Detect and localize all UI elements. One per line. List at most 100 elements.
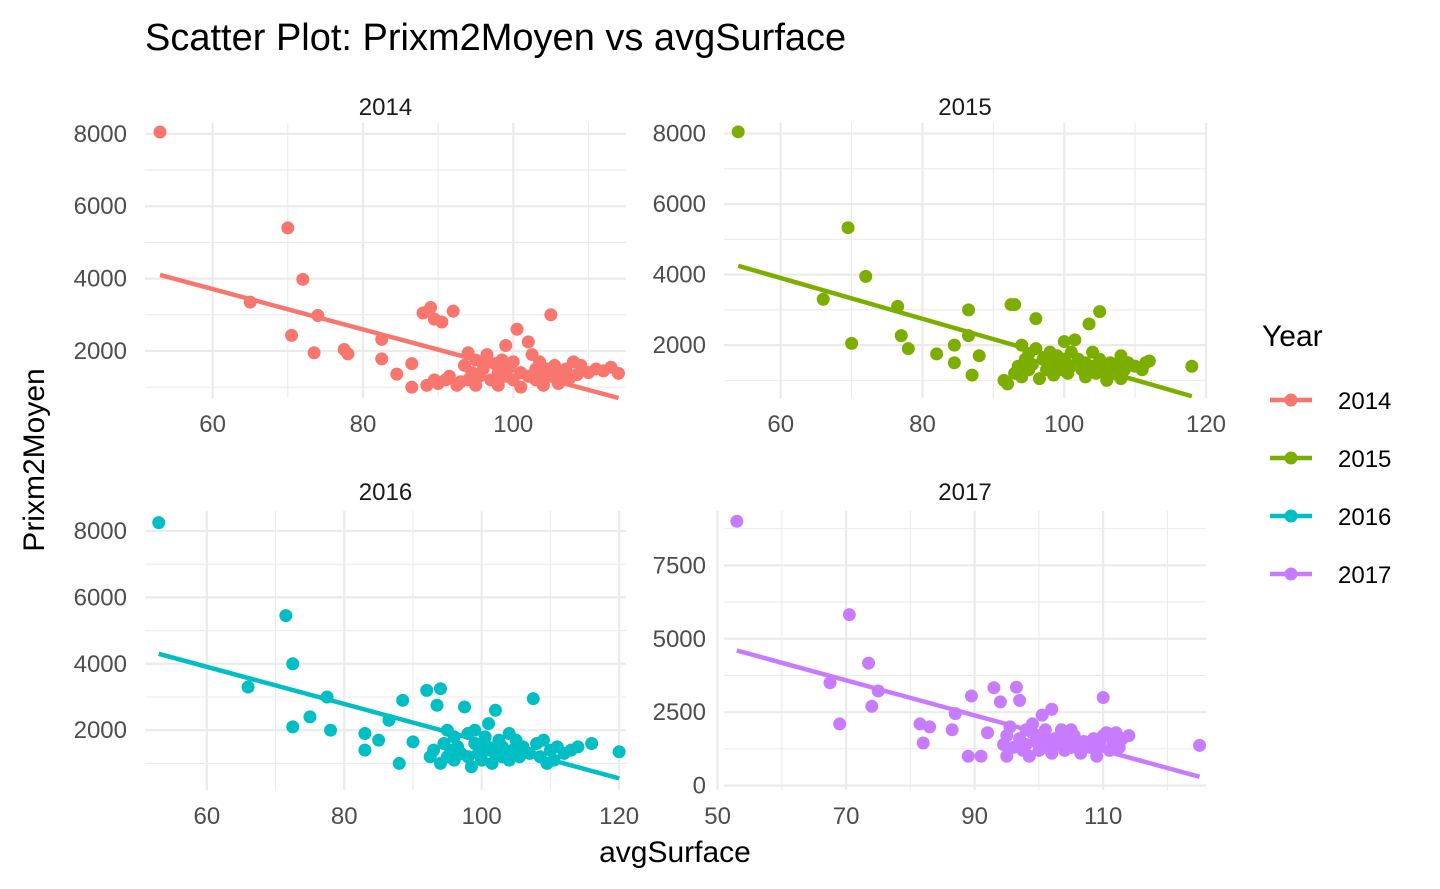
data-point bbox=[945, 723, 959, 737]
y-tick-label: 6000 bbox=[653, 191, 706, 218]
facet-panels: 60 80 100 2000 4000 6000 8000 2014 60 80 100 120 200… bbox=[74, 94, 1226, 830]
trend-line bbox=[736, 648, 1201, 779]
data-point bbox=[965, 368, 979, 382]
data-point bbox=[845, 336, 859, 350]
data-point bbox=[480, 348, 494, 362]
data-point bbox=[521, 335, 535, 349]
data-point bbox=[816, 292, 830, 306]
data-point bbox=[974, 749, 988, 763]
data-point bbox=[916, 736, 930, 750]
facet-strip-label: 2014 bbox=[359, 94, 412, 121]
data-point bbox=[611, 366, 625, 380]
data-point bbox=[993, 695, 1007, 709]
data-point bbox=[1025, 717, 1039, 731]
data-point bbox=[1122, 729, 1136, 743]
data-point bbox=[405, 357, 419, 371]
x-tick-label: 90 bbox=[961, 803, 988, 830]
legend-title: Year bbox=[1262, 320, 1323, 353]
x-tick-label: 60 bbox=[767, 411, 794, 438]
x-tick-label: 60 bbox=[193, 803, 220, 830]
data-point bbox=[1093, 352, 1107, 366]
x-tick-label: 100 bbox=[493, 411, 533, 438]
y-tick-label: 8000 bbox=[74, 121, 127, 148]
data-point bbox=[475, 753, 489, 767]
y-tick-label: 4000 bbox=[74, 651, 127, 678]
legend-label: 2014 bbox=[1338, 388, 1391, 415]
y-tick-label: 0 bbox=[693, 773, 706, 800]
data-point bbox=[972, 349, 986, 363]
legend-label: 2016 bbox=[1338, 504, 1391, 531]
data-point bbox=[152, 516, 166, 530]
facet-strip-label: 2017 bbox=[938, 479, 991, 506]
panel-2015: 60 80 100 120 2000 4000 6000 8000 2015 bbox=[653, 94, 1226, 438]
legend-label: 2017 bbox=[1338, 562, 1391, 589]
data-point bbox=[923, 720, 937, 734]
data-point bbox=[430, 698, 444, 712]
facet-strip-label: 2015 bbox=[938, 94, 991, 121]
data-point bbox=[279, 609, 293, 623]
data-point bbox=[461, 750, 475, 764]
data-point bbox=[307, 346, 321, 360]
data-point bbox=[1093, 305, 1107, 319]
data-point bbox=[1022, 749, 1036, 763]
panel-2016: 60 80 100 120 2000 4000 6000 8000 2016 bbox=[74, 479, 640, 830]
data-point bbox=[485, 756, 499, 770]
data-point bbox=[390, 367, 404, 381]
data-point bbox=[731, 125, 745, 139]
data-point bbox=[1001, 377, 1015, 391]
data-point bbox=[571, 740, 585, 754]
data-point bbox=[865, 699, 879, 713]
data-point bbox=[514, 380, 528, 394]
y-tick-label: 2000 bbox=[74, 338, 127, 365]
data-point bbox=[894, 329, 908, 343]
y-tick-label: 6000 bbox=[74, 193, 127, 220]
y-axis-title: Prixm2Moyen bbox=[18, 368, 51, 551]
legend-entry-2016: 2016 bbox=[1270, 504, 1391, 531]
data-point bbox=[961, 749, 975, 763]
trend-line bbox=[158, 651, 620, 781]
data-point bbox=[241, 680, 255, 694]
x-tick-label: 100 bbox=[1044, 411, 1084, 438]
x-tick-label: 120 bbox=[1186, 411, 1226, 438]
data-point bbox=[488, 703, 502, 717]
data-point bbox=[446, 304, 460, 318]
data-point bbox=[841, 221, 855, 235]
data-point bbox=[324, 723, 338, 737]
data-point bbox=[730, 514, 744, 528]
data-point bbox=[476, 362, 490, 376]
data-point bbox=[987, 681, 1001, 695]
data-point bbox=[491, 378, 505, 392]
data-point bbox=[392, 756, 406, 770]
data-point bbox=[464, 760, 478, 774]
x-tick-label: 50 bbox=[704, 803, 731, 830]
data-point bbox=[1090, 749, 1104, 763]
data-point bbox=[468, 723, 482, 737]
y-tick-label: 2000 bbox=[74, 717, 127, 744]
x-tick-label: 80 bbox=[909, 411, 936, 438]
data-point bbox=[536, 378, 550, 392]
data-point bbox=[537, 733, 551, 747]
data-point bbox=[420, 683, 434, 697]
data-point bbox=[442, 369, 456, 383]
data-point bbox=[502, 753, 516, 767]
data-point bbox=[1035, 708, 1049, 722]
x-tick-label: 70 bbox=[833, 803, 860, 830]
data-point bbox=[285, 328, 299, 342]
data-point bbox=[303, 710, 317, 724]
data-point bbox=[1013, 693, 1027, 707]
y-tick-label: 6000 bbox=[74, 584, 127, 611]
x-tick-label: 100 bbox=[462, 803, 502, 830]
y-tick-label: 4000 bbox=[74, 266, 127, 293]
y-tick-label: 4000 bbox=[653, 262, 706, 289]
data-point bbox=[286, 657, 300, 671]
data-point bbox=[1074, 746, 1088, 760]
data-point bbox=[544, 308, 558, 322]
data-point bbox=[1142, 354, 1156, 368]
data-point bbox=[962, 303, 976, 317]
data-point bbox=[1193, 738, 1207, 752]
data-point bbox=[499, 339, 513, 353]
legend-point-key bbox=[1284, 451, 1298, 465]
data-point bbox=[947, 356, 961, 370]
data-point bbox=[833, 717, 847, 731]
